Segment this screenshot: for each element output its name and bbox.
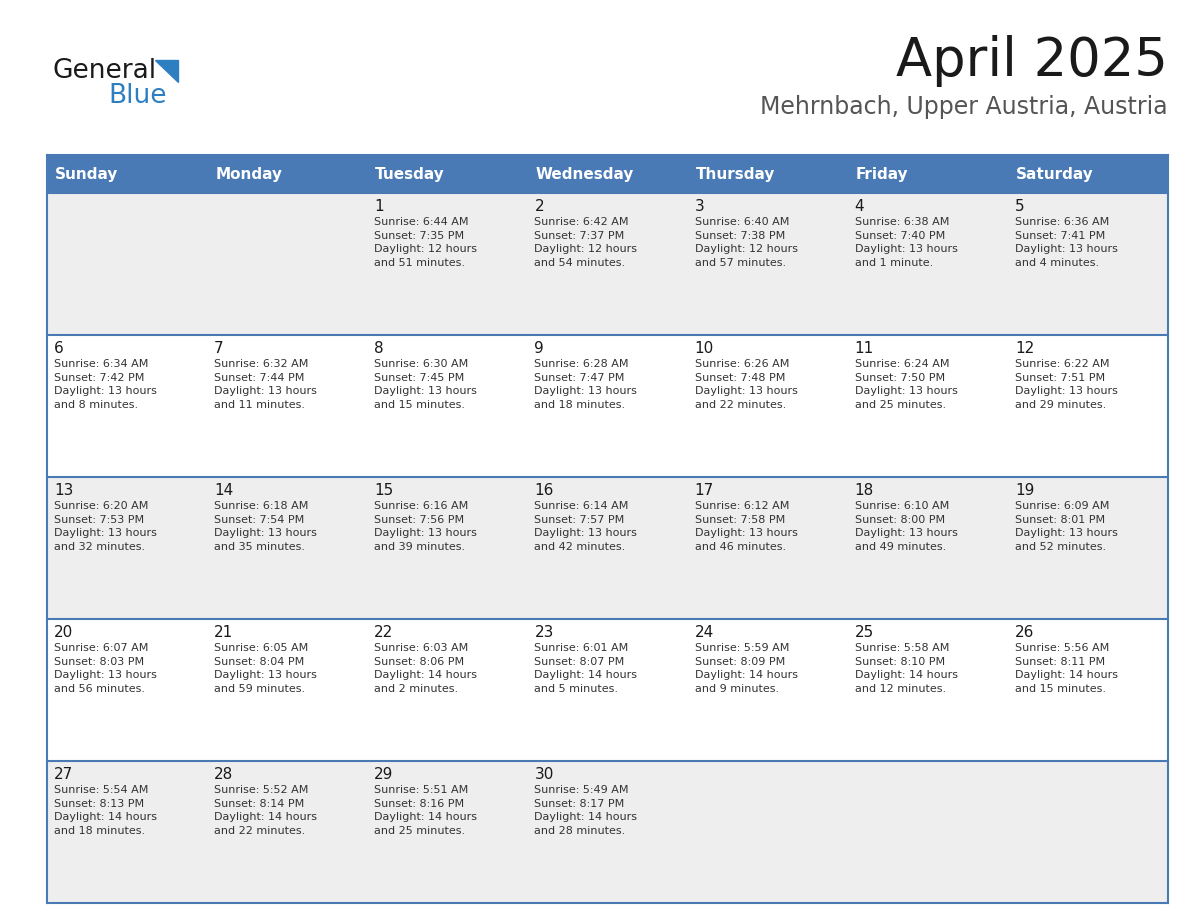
Text: Sunrise: 6:18 AM
Sunset: 7:54 PM
Daylight: 13 hours
and 35 minutes.: Sunrise: 6:18 AM Sunset: 7:54 PM Dayligh…	[214, 501, 317, 552]
Bar	[48, 155, 207, 193]
Text: Sunrise: 5:54 AM
Sunset: 8:13 PM
Daylight: 14 hours
and 18 minutes.: Sunrise: 5:54 AM Sunset: 8:13 PM Dayligh…	[53, 785, 157, 835]
Bar	[48, 761, 1168, 903]
Bar	[48, 619, 1168, 761]
Text: 23: 23	[535, 625, 554, 640]
Text: 10: 10	[695, 341, 714, 356]
Text: Sunrise: 6:20 AM
Sunset: 7:53 PM
Daylight: 13 hours
and 32 minutes.: Sunrise: 6:20 AM Sunset: 7:53 PM Dayligh…	[53, 501, 157, 552]
Text: 6: 6	[53, 341, 64, 356]
Text: Sunrise: 6:16 AM
Sunset: 7:56 PM
Daylight: 13 hours
and 39 minutes.: Sunrise: 6:16 AM Sunset: 7:56 PM Dayligh…	[374, 501, 478, 552]
Text: Sunrise: 6:14 AM
Sunset: 7:57 PM
Daylight: 13 hours
and 42 minutes.: Sunrise: 6:14 AM Sunset: 7:57 PM Dayligh…	[535, 501, 637, 552]
Text: Sunrise: 6:40 AM
Sunset: 7:38 PM
Daylight: 12 hours
and 57 minutes.: Sunrise: 6:40 AM Sunset: 7:38 PM Dayligh…	[695, 217, 797, 268]
Text: Sunrise: 6:38 AM
Sunset: 7:40 PM
Daylight: 13 hours
and 1 minute.: Sunrise: 6:38 AM Sunset: 7:40 PM Dayligh…	[854, 217, 958, 268]
Text: Mehrnbach, Upper Austria, Austria: Mehrnbach, Upper Austria, Austria	[760, 95, 1168, 119]
Text: 5: 5	[1015, 199, 1024, 214]
Text: Sunrise: 6:30 AM
Sunset: 7:45 PM
Daylight: 13 hours
and 15 minutes.: Sunrise: 6:30 AM Sunset: 7:45 PM Dayligh…	[374, 359, 478, 409]
Text: 16: 16	[535, 483, 554, 498]
Text: 13: 13	[53, 483, 74, 498]
Text: Sunrise: 5:49 AM
Sunset: 8:17 PM
Daylight: 14 hours
and 28 minutes.: Sunrise: 5:49 AM Sunset: 8:17 PM Dayligh…	[535, 785, 638, 835]
Bar	[48, 193, 1168, 335]
Bar	[48, 477, 1168, 619]
Text: 1: 1	[374, 199, 384, 214]
Text: Sunrise: 5:51 AM
Sunset: 8:16 PM
Daylight: 14 hours
and 25 minutes.: Sunrise: 5:51 AM Sunset: 8:16 PM Dayligh…	[374, 785, 478, 835]
Text: Sunrise: 5:59 AM
Sunset: 8:09 PM
Daylight: 14 hours
and 9 minutes.: Sunrise: 5:59 AM Sunset: 8:09 PM Dayligh…	[695, 643, 797, 694]
Text: 29: 29	[374, 767, 393, 782]
Text: 26: 26	[1015, 625, 1035, 640]
Text: Monday: Monday	[215, 166, 282, 182]
Text: Sunrise: 5:52 AM
Sunset: 8:14 PM
Daylight: 14 hours
and 22 minutes.: Sunrise: 5:52 AM Sunset: 8:14 PM Dayligh…	[214, 785, 317, 835]
Text: Sunrise: 6:28 AM
Sunset: 7:47 PM
Daylight: 13 hours
and 18 minutes.: Sunrise: 6:28 AM Sunset: 7:47 PM Dayligh…	[535, 359, 637, 409]
Bar	[367, 155, 527, 193]
Text: 28: 28	[214, 767, 233, 782]
Text: Tuesday: Tuesday	[375, 166, 446, 182]
Text: 3: 3	[695, 199, 704, 214]
Text: Saturday: Saturday	[1016, 166, 1094, 182]
Text: 22: 22	[374, 625, 393, 640]
Text: 25: 25	[854, 625, 874, 640]
Text: 11: 11	[854, 341, 874, 356]
Text: 12: 12	[1015, 341, 1034, 356]
Text: 9: 9	[535, 341, 544, 356]
Text: Sunrise: 6:07 AM
Sunset: 8:03 PM
Daylight: 13 hours
and 56 minutes.: Sunrise: 6:07 AM Sunset: 8:03 PM Dayligh…	[53, 643, 157, 694]
Text: Sunrise: 6:10 AM
Sunset: 8:00 PM
Daylight: 13 hours
and 49 minutes.: Sunrise: 6:10 AM Sunset: 8:00 PM Dayligh…	[854, 501, 958, 552]
Text: Thursday: Thursday	[695, 166, 775, 182]
Text: 7: 7	[214, 341, 223, 356]
Text: 17: 17	[695, 483, 714, 498]
Text: Sunrise: 6:42 AM
Sunset: 7:37 PM
Daylight: 12 hours
and 54 minutes.: Sunrise: 6:42 AM Sunset: 7:37 PM Dayligh…	[535, 217, 638, 268]
Bar	[688, 155, 848, 193]
Text: Sunrise: 6:01 AM
Sunset: 8:07 PM
Daylight: 14 hours
and 5 minutes.: Sunrise: 6:01 AM Sunset: 8:07 PM Dayligh…	[535, 643, 638, 694]
Bar	[48, 335, 1168, 477]
Text: Sunrise: 6:32 AM
Sunset: 7:44 PM
Daylight: 13 hours
and 11 minutes.: Sunrise: 6:32 AM Sunset: 7:44 PM Dayligh…	[214, 359, 317, 409]
Text: Blue: Blue	[108, 83, 166, 109]
Text: 21: 21	[214, 625, 233, 640]
Text: Sunrise: 6:44 AM
Sunset: 7:35 PM
Daylight: 12 hours
and 51 minutes.: Sunrise: 6:44 AM Sunset: 7:35 PM Dayligh…	[374, 217, 478, 268]
Text: Sunrise: 6:24 AM
Sunset: 7:50 PM
Daylight: 13 hours
and 25 minutes.: Sunrise: 6:24 AM Sunset: 7:50 PM Dayligh…	[854, 359, 958, 409]
Text: Sunrise: 6:26 AM
Sunset: 7:48 PM
Daylight: 13 hours
and 22 minutes.: Sunrise: 6:26 AM Sunset: 7:48 PM Dayligh…	[695, 359, 797, 409]
Text: 18: 18	[854, 483, 874, 498]
Text: Sunrise: 6:34 AM
Sunset: 7:42 PM
Daylight: 13 hours
and 8 minutes.: Sunrise: 6:34 AM Sunset: 7:42 PM Dayligh…	[53, 359, 157, 409]
Bar	[1007, 155, 1168, 193]
Text: 2: 2	[535, 199, 544, 214]
Text: 8: 8	[374, 341, 384, 356]
Text: 19: 19	[1015, 483, 1035, 498]
Text: Friday: Friday	[855, 166, 909, 182]
Text: Sunrise: 5:58 AM
Sunset: 8:10 PM
Daylight: 14 hours
and 12 minutes.: Sunrise: 5:58 AM Sunset: 8:10 PM Dayligh…	[854, 643, 958, 694]
Text: 24: 24	[695, 625, 714, 640]
Text: Sunday: Sunday	[55, 166, 119, 182]
Text: 15: 15	[374, 483, 393, 498]
Text: Sunrise: 6:09 AM
Sunset: 8:01 PM
Daylight: 13 hours
and 52 minutes.: Sunrise: 6:09 AM Sunset: 8:01 PM Dayligh…	[1015, 501, 1118, 552]
Text: General: General	[52, 58, 156, 84]
Bar	[527, 155, 688, 193]
Bar	[207, 155, 367, 193]
Text: 27: 27	[53, 767, 74, 782]
Text: Sunrise: 6:22 AM
Sunset: 7:51 PM
Daylight: 13 hours
and 29 minutes.: Sunrise: 6:22 AM Sunset: 7:51 PM Dayligh…	[1015, 359, 1118, 409]
Polygon shape	[154, 60, 178, 82]
Text: 30: 30	[535, 767, 554, 782]
Text: Sunrise: 6:03 AM
Sunset: 8:06 PM
Daylight: 14 hours
and 2 minutes.: Sunrise: 6:03 AM Sunset: 8:06 PM Dayligh…	[374, 643, 478, 694]
Text: 14: 14	[214, 483, 233, 498]
Text: Sunrise: 6:05 AM
Sunset: 8:04 PM
Daylight: 13 hours
and 59 minutes.: Sunrise: 6:05 AM Sunset: 8:04 PM Dayligh…	[214, 643, 317, 694]
Text: Wednesday: Wednesday	[536, 166, 634, 182]
Text: Sunrise: 5:56 AM
Sunset: 8:11 PM
Daylight: 14 hours
and 15 minutes.: Sunrise: 5:56 AM Sunset: 8:11 PM Dayligh…	[1015, 643, 1118, 694]
Bar	[848, 155, 1007, 193]
Text: April 2025: April 2025	[896, 35, 1168, 87]
Text: Sunrise: 6:36 AM
Sunset: 7:41 PM
Daylight: 13 hours
and 4 minutes.: Sunrise: 6:36 AM Sunset: 7:41 PM Dayligh…	[1015, 217, 1118, 268]
Text: 4: 4	[854, 199, 865, 214]
Text: Sunrise: 6:12 AM
Sunset: 7:58 PM
Daylight: 13 hours
and 46 minutes.: Sunrise: 6:12 AM Sunset: 7:58 PM Dayligh…	[695, 501, 797, 552]
Text: 20: 20	[53, 625, 74, 640]
